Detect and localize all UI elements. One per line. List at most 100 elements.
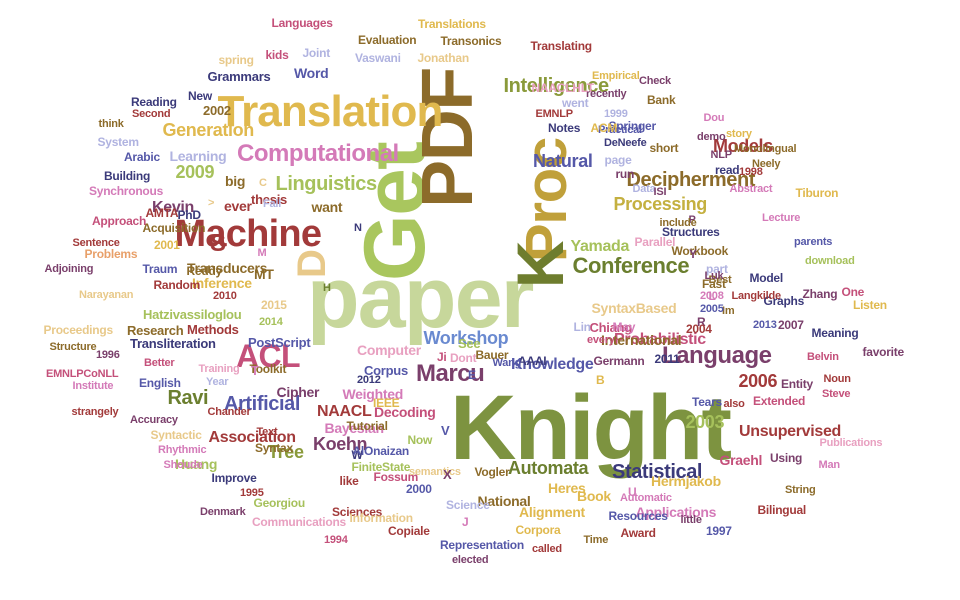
cloud-word: Joint — [303, 47, 330, 59]
cloud-word: 2004 — [686, 323, 712, 335]
cloud-word: called — [532, 544, 562, 555]
cloud-word: Tiburon — [796, 187, 839, 199]
cloud-word: Translating — [531, 40, 592, 52]
cloud-word: Meaning — [812, 327, 859, 339]
cloud-word: page — [605, 154, 632, 166]
cloud-word: Notes — [548, 122, 580, 134]
cloud-word: Germann — [594, 355, 645, 367]
cloud-word: Rhythmic — [158, 445, 206, 456]
cloud-word: Jonathan — [418, 52, 469, 64]
cloud-word: Entity — [781, 378, 813, 390]
cloud-word: Georgiou — [254, 497, 305, 509]
cloud-word: Luk — [705, 271, 724, 282]
cloud-word: Inference — [192, 276, 252, 290]
cloud-word: Zhang — [803, 288, 838, 300]
cloud-word: Now — [408, 434, 433, 446]
cloud-word: PostScript — [248, 336, 310, 349]
cloud-word: Bilingual — [758, 504, 807, 516]
cloud-word: N — [354, 223, 362, 234]
cloud-word: Science — [446, 499, 490, 511]
cloud-word: > — [208, 198, 214, 209]
cloud-word: Ji — [437, 351, 447, 363]
cloud-word: Dou — [704, 113, 725, 124]
cloud-word: Lin — [574, 321, 591, 333]
cloud-word: 1998 — [739, 167, 763, 178]
cloud-word: Listen — [853, 299, 887, 311]
cloud-word: 2001 — [154, 239, 180, 251]
cloud-word: B — [596, 374, 604, 386]
cloud-word: semantics — [409, 467, 461, 478]
cloud-word: X — [443, 468, 451, 481]
cloud-word: Vogler — [475, 466, 510, 478]
cloud-word: DeNeefe — [604, 138, 646, 149]
cloud-word: AlOnaizan — [353, 445, 410, 457]
cloud-word: Transonics — [441, 35, 502, 47]
cloud-word: 2002 — [203, 104, 231, 117]
cloud-word: big — [225, 174, 245, 188]
cloud-word: run — [616, 168, 635, 180]
cloud-word: Publications — [820, 438, 883, 449]
cloud-word: Better — [144, 358, 174, 369]
cloud-word: Random — [154, 279, 201, 291]
cloud-word: Corpora — [516, 524, 561, 536]
cloud-word: Syntax — [255, 442, 293, 454]
cloud-word: Data — [633, 184, 656, 195]
cloud-word: Text — [257, 427, 278, 438]
cloud-word: Grammars — [208, 70, 271, 83]
cloud-word: favorite — [863, 346, 904, 358]
cloud-word: little — [681, 515, 702, 526]
cloud-word: Institute — [73, 381, 114, 392]
cloud-word: System — [98, 136, 139, 148]
cloud-word: AMTA — [146, 207, 179, 219]
cloud-word: U — [628, 486, 636, 498]
cloud-word: Fall — [263, 199, 281, 210]
cloud-word: Bauer — [476, 349, 509, 361]
cloud-word: 2011 — [655, 353, 680, 365]
cloud-word: Reddy — [187, 265, 222, 277]
cloud-word: Empirical — [592, 71, 640, 82]
cloud-word: Accuracy — [130, 415, 178, 426]
cloud-word: New — [188, 90, 212, 102]
cloud-word: Arabic — [124, 151, 160, 163]
cloud-word: Vaswani — [355, 52, 401, 64]
cloud-word: Natural — [533, 152, 593, 170]
cloud-word: Automata — [508, 459, 588, 477]
cloud-word: Second — [132, 109, 170, 120]
cloud-word: 1994 — [324, 535, 348, 546]
cloud-word: Adjoining — [45, 264, 94, 275]
cloud-word: 2003 — [686, 413, 725, 431]
cloud-word: Approach — [92, 215, 146, 227]
cloud-word: 1999 — [604, 109, 628, 120]
cloud-word: Computational — [237, 142, 399, 166]
cloud-word: 2006 — [739, 372, 778, 390]
cloud-word: Improve — [212, 472, 257, 484]
cloud-word: E — [468, 369, 476, 381]
cloud-word: SyntaxBased — [592, 301, 677, 315]
cloud-word: Chander — [208, 407, 251, 418]
cloud-word: K — [507, 242, 573, 288]
cloud-word: 2013 — [753, 320, 777, 331]
cloud-word: H — [323, 283, 331, 294]
cloud-word: One — [842, 286, 865, 298]
cloud-word: Narayanan — [79, 290, 133, 301]
cloud-word: Graehl — [720, 453, 763, 467]
cloud-word: 2010 — [213, 291, 237, 302]
cloud-word: Lecture — [762, 213, 800, 224]
cloud-word: 2012 — [357, 375, 381, 386]
cloud-word: Methods — [187, 323, 239, 336]
cloud-word: May — [613, 321, 636, 333]
cloud-word: Linguistics — [276, 174, 377, 194]
cloud-word: spring — [219, 54, 254, 66]
cloud-word: 1996 — [96, 350, 120, 361]
cloud-word: 1997 — [706, 525, 732, 537]
cloud-word: Representation — [440, 539, 524, 551]
cloud-word: EMNLPCoNLL — [46, 369, 118, 380]
cloud-word: J — [462, 516, 468, 528]
cloud-word: Resources — [609, 510, 668, 522]
cloud-word: Structure — [50, 342, 97, 353]
cloud-word: kids — [266, 49, 289, 61]
cloud-word: Reading — [131, 96, 177, 108]
cloud-word: ACM — [591, 122, 618, 134]
cloud-word: Computer — [357, 343, 421, 357]
cloud-word: Noun — [824, 374, 851, 385]
